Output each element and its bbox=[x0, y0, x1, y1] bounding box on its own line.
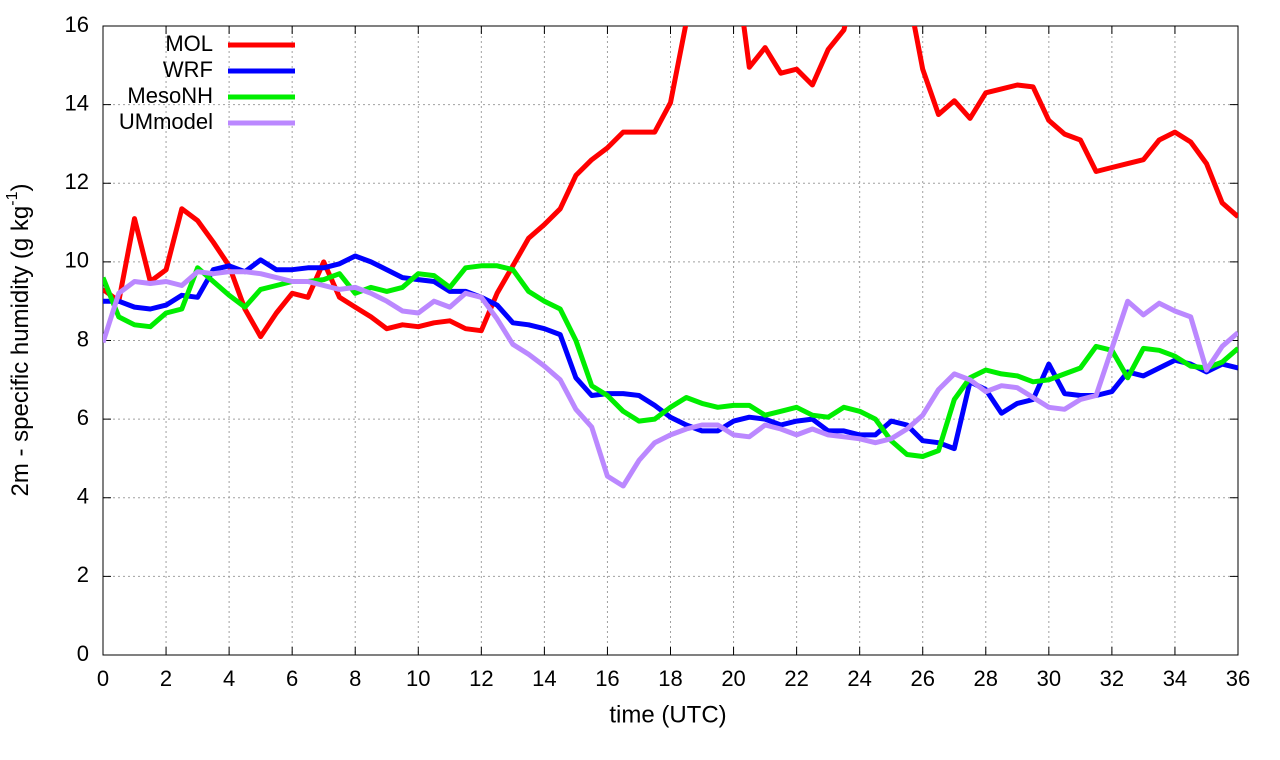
x-tick-label: 0 bbox=[97, 666, 109, 691]
x-tick-label: 14 bbox=[532, 666, 556, 691]
x-tick-label: 36 bbox=[1226, 666, 1250, 691]
legend-label: WRF bbox=[163, 57, 213, 82]
x-tick-label: 16 bbox=[595, 666, 619, 691]
x-tick-label: 28 bbox=[974, 666, 998, 691]
x-tick-label: 22 bbox=[784, 666, 808, 691]
y-tick-label: 8 bbox=[77, 326, 89, 351]
x-axis-label: time (UTC) bbox=[609, 701, 726, 728]
x-tick-label: 4 bbox=[223, 666, 235, 691]
y-tick-label: 14 bbox=[65, 90, 89, 115]
y-tick-label: 6 bbox=[77, 405, 89, 430]
x-tick-label: 10 bbox=[406, 666, 430, 691]
plot-area bbox=[103, 26, 1238, 489]
legend-label: MOL bbox=[165, 31, 213, 56]
y-tick-label: 16 bbox=[65, 12, 89, 37]
x-tick-label: 8 bbox=[349, 666, 361, 691]
x-tick-label: 6 bbox=[286, 666, 298, 691]
x-tick-label: 30 bbox=[1037, 666, 1061, 691]
x-tick-label: 12 bbox=[469, 666, 493, 691]
y-tick-label: 0 bbox=[77, 641, 89, 666]
x-tick-label: 20 bbox=[721, 666, 745, 691]
y-axis-label-sup: -1 bbox=[4, 191, 21, 205]
y-axis-label-text: 2m - specific humidity (g kg bbox=[7, 206, 34, 497]
y-tick-label: 4 bbox=[77, 484, 89, 509]
legend-label: MesoNH bbox=[127, 83, 213, 108]
x-tick-label: 24 bbox=[847, 666, 871, 691]
x-tick-label: 18 bbox=[658, 666, 682, 691]
series-line bbox=[103, 253, 1238, 452]
y-tick-label: 2 bbox=[77, 562, 89, 587]
y-axis-label-suffix: ) bbox=[7, 184, 34, 192]
y-axis-label: 2m - specific humidity (g kg-1) bbox=[4, 184, 34, 497]
x-tick-label: 26 bbox=[910, 666, 934, 691]
series-line bbox=[103, 269, 1238, 489]
x-tick-label: 32 bbox=[1100, 666, 1124, 691]
y-tick-label: 12 bbox=[65, 169, 89, 194]
x-tick-label: 34 bbox=[1163, 666, 1187, 691]
y-tick-label: 10 bbox=[65, 248, 89, 273]
x-tick-label: 2 bbox=[160, 666, 172, 691]
legend-label: UMmodel bbox=[119, 109, 213, 134]
series-line bbox=[103, 26, 1238, 340]
